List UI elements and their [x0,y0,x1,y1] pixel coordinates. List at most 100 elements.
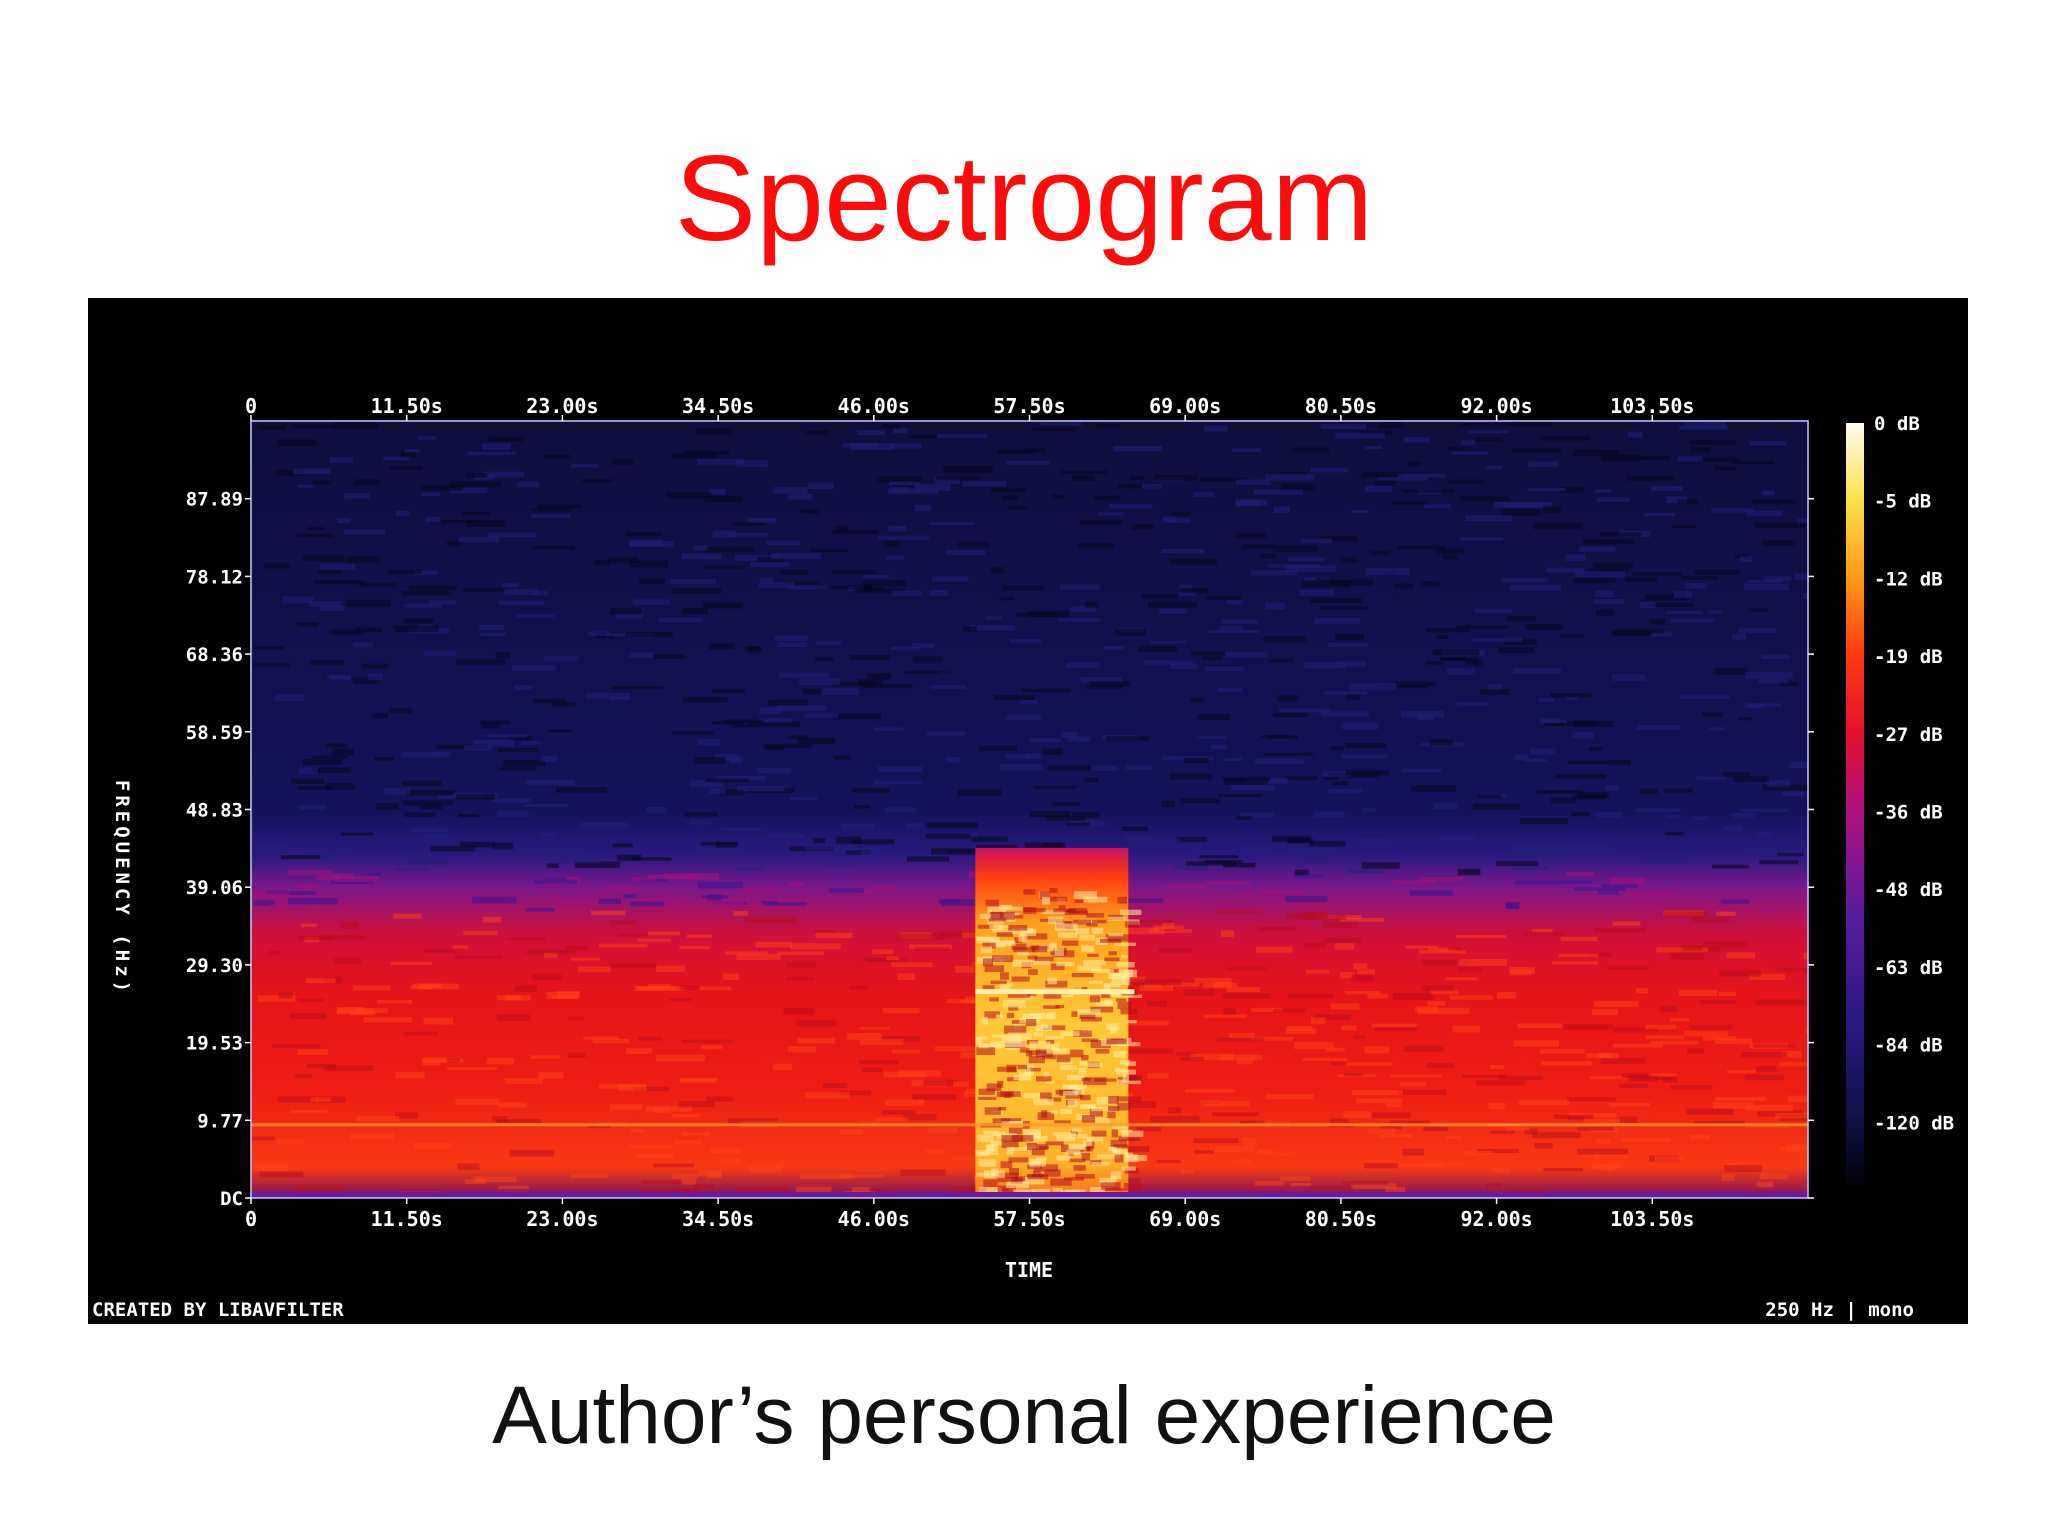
burst-cell [1039,1092,1052,1100]
heatmap-cell [1613,629,1664,634]
burst-cell [1056,1054,1071,1063]
heatmap-cell [404,1031,438,1036]
burst-cell [1108,933,1124,937]
burst-cell [1104,957,1120,962]
heatmap-cell [632,599,671,605]
heatmap-cell [689,819,712,825]
burst-cell [986,1083,1002,1092]
heatmap-cell [778,672,829,678]
heatmap-cell [482,916,502,923]
heatmap-cell [862,580,907,587]
heatmap-cell [389,466,423,470]
heatmap-cell [664,1197,715,1198]
heatmap-cell [1367,993,1388,999]
heatmap-cell [1532,928,1553,933]
heatmap-cell [350,1132,394,1140]
burst-cell [1006,1146,1014,1155]
dc-band [251,1192,1808,1198]
heatmap-cell [804,713,839,718]
heatmap-cell [331,873,355,877]
spectrogram-heatmap [251,421,1808,1198]
burst-cell [1035,1049,1053,1058]
heatmap-cell [1254,1181,1284,1186]
spectrogram-panel: 0 11.50s 23.00s 34.50s 46.00s 57.50s 69.00s 80.… [88,298,1968,1324]
heatmap-cell [1539,1049,1585,1054]
heatmap-cell [1180,1168,1195,1174]
heatmap-cell [772,1063,793,1071]
heatmap-cell [598,898,622,905]
burst-cell [1077,965,1101,972]
heatmap-cell [1296,915,1347,920]
heatmap-cell [639,578,666,584]
burst-cell [1117,1001,1132,1010]
heatmap-cell [1718,991,1737,997]
slide-caption: Author’s personal experience [492,1370,1556,1461]
heatmap-cell [1654,1156,1685,1162]
heatmap-cell [1343,1111,1371,1119]
heatmap-cell [704,496,743,503]
heatmap-cell [1775,967,1808,972]
heatmap-cell [457,1163,480,1170]
heatmap-cell [1253,489,1304,495]
heatmap-cell [1677,456,1703,462]
heatmap-cell [625,632,673,637]
heatmap-cell [1172,901,1195,907]
burst-cell [1044,1035,1064,1039]
burst-cell [1036,1144,1048,1150]
heatmap-cell [568,1052,586,1058]
burst-cell [1090,1186,1106,1194]
heatmap-cell [1301,580,1351,588]
heatmap-cell [1762,784,1808,791]
heatmap-cell [1154,475,1197,481]
heatmap-cell [679,1187,701,1193]
heatmap-cell [897,933,946,941]
heatmap-cell [931,848,981,855]
heatmap-cell [1596,609,1614,616]
burst-cell [1000,1161,1013,1169]
heatmap-cell [862,574,890,579]
heatmap-cell [1025,448,1046,453]
heatmap-cell [1259,889,1303,895]
burst-cell [1086,913,1105,918]
footer-left: CREATED BY LIBAVFILTER [92,1299,344,1321]
burst-cell [990,980,1007,985]
heatmap-cell [1269,658,1294,663]
heatmap-cell [395,1071,425,1079]
heatmap-cell [423,948,457,954]
heatmap-cell [932,576,969,582]
heatmap-cell [1459,537,1503,541]
heatmap-cell [298,998,325,1002]
heatmap-cell [1322,921,1359,928]
burst-cell [1061,940,1079,946]
heatmap-cell [1340,917,1385,922]
heatmap-cell [1254,758,1304,765]
heatmap-cell [859,1026,890,1030]
burst-cell [1110,1139,1128,1147]
heatmap-cell [1497,991,1516,999]
heatmap-cell [1313,811,1345,819]
heatmap-cell [1089,681,1130,687]
heatmap-cell [1510,421,1553,426]
heatmap-cell [1558,953,1599,958]
heatmap-cell [1499,1075,1544,1080]
heatmap-cell [1420,876,1464,882]
heatmap-cell [832,530,879,535]
heatmap-cell [1762,540,1796,546]
burst-cell [1109,968,1119,973]
heatmap-cell [729,756,743,764]
burst-cell [1110,1171,1122,1180]
heatmap-cell [789,796,818,801]
y-tick-label: 87.89 [186,489,243,511]
colorbar-label: -36 dB [1874,802,1943,824]
burst-cell [1060,1031,1080,1037]
heatmap-cell [1263,636,1306,643]
heatmap-cell [457,814,479,818]
heatmap-cell [1463,1150,1493,1156]
heatmap-cell [413,570,438,575]
heatmap-cell [774,635,808,642]
heatmap-cell [723,719,764,724]
burst-cell [1049,942,1057,951]
burst-cell [975,1036,988,1040]
heatmap-cell [1353,963,1368,970]
heatmap-cell [1756,1181,1773,1188]
